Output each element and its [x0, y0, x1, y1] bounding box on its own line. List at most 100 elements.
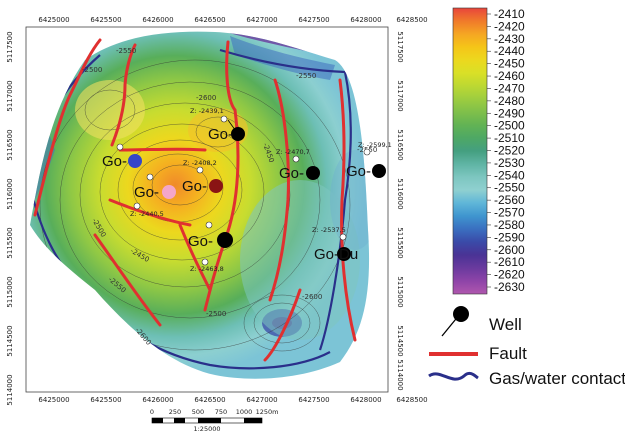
fault-line	[110, 43, 137, 147]
fault-line	[118, 147, 207, 152]
x-tick: 6426500	[194, 16, 225, 24]
y-tick: 5115500	[6, 227, 14, 258]
x-tick: 6427000	[246, 16, 277, 24]
contour-label: -2550	[116, 47, 136, 55]
scale-ratio: 1:25000	[193, 425, 220, 433]
y-tick: 5115500	[396, 227, 404, 258]
well-marker: Go-	[346, 163, 386, 180]
legend-item-well: Well	[441, 306, 522, 337]
well-marker: Go-	[188, 232, 233, 250]
well-label: Go-	[182, 178, 207, 195]
colorbar-label: -2560	[494, 193, 525, 207]
fault-line	[108, 198, 192, 227]
x-tick: 6426000	[142, 396, 173, 404]
depth-label: Z: -2599,1	[358, 141, 392, 149]
x-tick: 6426500	[194, 396, 225, 404]
wells: Go- Go- Go- Go- Go- Go- Go- Go-Du	[102, 115, 386, 266]
colorbar-label: -2420	[494, 19, 525, 33]
colorbar-label: -2440	[494, 44, 525, 58]
colorbar-label: -2550	[494, 181, 525, 195]
contour-label: -2500	[82, 66, 102, 74]
y-tick: 5116000	[396, 178, 404, 209]
scale-tick: 750	[215, 408, 227, 416]
contour-lines	[39, 59, 351, 352]
well-label: Go-	[346, 163, 371, 180]
x-tick: 6426000	[142, 16, 173, 24]
legend-label: Fault	[489, 344, 527, 363]
colorbar-label: -2580	[494, 218, 525, 232]
fault-line	[33, 38, 102, 217]
colorbar-label: -2490	[494, 106, 525, 120]
fault-line	[338, 78, 357, 342]
well-dot	[162, 185, 176, 199]
contour-label: -2500	[206, 310, 226, 318]
scale-tick: 0	[150, 408, 154, 416]
scale-bar: 0 250 500 750 1000 1250m 1:25000	[150, 408, 279, 433]
x-tick: 6428000	[350, 396, 381, 404]
x-tick: 6427000	[246, 396, 277, 404]
x-tick: 6425000	[38, 16, 69, 24]
x-tick: 6427500	[298, 16, 329, 24]
depth-label: Z: -2470,7	[276, 148, 310, 156]
well-dot	[306, 166, 320, 180]
x-tick: 6428500	[396, 16, 427, 24]
well-marker: Go-	[134, 184, 176, 201]
depth-label: Z: -2537,5	[312, 226, 346, 234]
x-tick: 6428500	[396, 396, 427, 404]
well-dot	[209, 179, 223, 193]
x-axis-top: 6425000 6425500 6426000 6426500 6427000 …	[38, 16, 427, 24]
fault-line	[225, 40, 237, 112]
well-label: Go-Du	[314, 246, 358, 263]
y-tick: 5116500	[396, 129, 404, 160]
colorbar-label: -2590	[494, 230, 525, 244]
y-tick: 5114500	[396, 325, 404, 356]
colorbar-label: -2470	[494, 81, 525, 95]
scale-tick: 1250m	[256, 408, 279, 416]
colorbar-label: -2630	[494, 280, 525, 294]
well-label: Go-	[279, 165, 304, 182]
well-dot	[337, 247, 351, 261]
colorbar-label: -2530	[494, 156, 525, 170]
fault-line	[93, 233, 162, 327]
y-tick: 5114000	[396, 359, 404, 390]
y-tick: 5115000	[6, 276, 14, 307]
well-marker: Go-	[279, 165, 320, 182]
legend: Well Fault Gas/water contact	[428, 306, 625, 388]
x-tick: 6427500	[298, 396, 329, 404]
well-dot	[372, 164, 386, 178]
x-tick: 6428000	[350, 16, 381, 24]
y-tick: 5117000	[6, 80, 14, 111]
map-surface	[30, 31, 370, 379]
well-marker: Go-	[208, 119, 245, 143]
well-dot	[231, 127, 245, 141]
map-frame	[25, 26, 389, 393]
legend-item-contact: Gas/water contact	[428, 369, 625, 388]
y-tick: 5114500	[6, 325, 14, 356]
depth-label: Z: -2408,2	[183, 159, 217, 167]
colorbar-label: -2450	[494, 57, 525, 71]
x-tick: 6425000	[38, 396, 69, 404]
well-marker: Go-	[182, 178, 223, 195]
y-tick: 5117500	[6, 31, 14, 62]
y-axis-right: 5117500 5117000 5116500 5116000 5115500 …	[396, 31, 404, 390]
contour-label: -2600	[196, 94, 216, 102]
well-label: Go-	[188, 233, 213, 250]
scale-tick: 500	[192, 408, 204, 416]
fault-line	[263, 288, 302, 362]
scale-tick: 250	[169, 408, 181, 416]
well-marker: Go-Du	[314, 246, 358, 263]
y-tick: 5116500	[6, 129, 14, 160]
colorbar-bar	[452, 7, 488, 295]
legend-item-fault: Fault	[429, 344, 527, 363]
x-tick: 6425500	[90, 396, 121, 404]
y-tick: 5117500	[396, 31, 404, 62]
depth-label: Z: -2439,1	[190, 107, 224, 115]
well-dot	[128, 154, 142, 168]
x-tick: 6425500	[90, 16, 121, 24]
fault-line	[268, 78, 290, 302]
x-axis-bottom: 6425000 6425500 6426000 6426500 6427000 …	[38, 396, 427, 404]
colorbar-label: -2510	[494, 131, 525, 145]
well-label: Go-	[208, 126, 233, 143]
contour-label: -2550	[296, 72, 316, 80]
